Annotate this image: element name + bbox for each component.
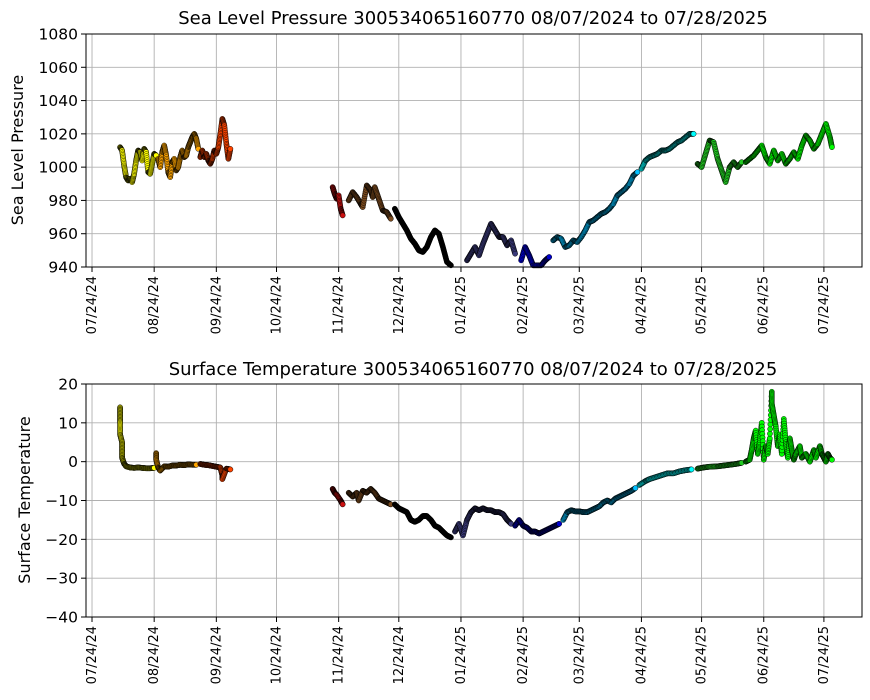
- x-tick-label: 11/24/24: [332, 626, 347, 684]
- x-tick-label: 03/24/25: [572, 276, 587, 334]
- y-tick-label: 980: [48, 192, 78, 210]
- chart-title: Sea Level Pressure 300534065160770 08/07…: [178, 8, 768, 29]
- x-tick-label: 06/24/25: [757, 276, 772, 334]
- x-tick-label: 05/24/25: [695, 276, 710, 334]
- x-tick-label: 06/24/25: [757, 626, 772, 684]
- y-tick-label: −40: [45, 609, 78, 627]
- y-tick-label: 1080: [39, 26, 78, 44]
- x-tick-label: 07/24/25: [817, 626, 832, 684]
- x-tick-label: 10/24/24: [269, 276, 284, 334]
- data-point: [767, 421, 774, 428]
- data-point: [227, 466, 234, 473]
- x-tick-label: 08/24/24: [147, 626, 162, 684]
- x-tick-label: 07/24/25: [817, 276, 832, 334]
- y-tick-label: 1020: [39, 125, 78, 143]
- data-point: [339, 501, 346, 508]
- y-tick-label: 20: [58, 376, 78, 394]
- x-tick-label: 02/24/25: [516, 626, 531, 684]
- x-tick-label: 01/24/25: [454, 276, 469, 334]
- data-point: [829, 144, 835, 150]
- data-point: [512, 250, 518, 257]
- x-tick-label: 07/24/24: [85, 626, 100, 684]
- y-tick-label: 1060: [39, 59, 78, 77]
- plot-area-frame: [85, 33, 863, 268]
- y-tick-label: 960: [48, 225, 78, 243]
- data-point: [690, 131, 697, 137]
- x-tick-label: 05/24/25: [695, 626, 710, 684]
- x-tick-label: 12/24/24: [392, 626, 407, 684]
- x-tick-label: 01/24/25: [454, 626, 469, 684]
- x-tick-label: 12/24/24: [392, 276, 407, 334]
- x-tick-label: 10/24/24: [269, 626, 284, 684]
- x-tick-label: 07/24/24: [85, 276, 100, 334]
- y-axis-label: Sea Level Pressure: [8, 75, 27, 226]
- y-tick-label: −20: [45, 531, 78, 549]
- y-tick-label: 1040: [39, 92, 78, 110]
- y-tick-label: 1000: [39, 159, 78, 177]
- x-tick-label: 02/24/25: [516, 276, 531, 334]
- data-point: [556, 520, 563, 527]
- x-tick-label: 03/24/25: [572, 626, 587, 684]
- x-tick-label: 09/24/24: [209, 626, 224, 684]
- y-tick-label: 940: [48, 259, 78, 277]
- y-tick-label: 0: [68, 453, 78, 471]
- y-tick-label: 10: [58, 414, 78, 432]
- data-point: [767, 426, 773, 432]
- surface-temperature-plot: Surface Temperature 300534065160770 08/0…: [15, 359, 863, 684]
- data-point: [767, 430, 773, 437]
- x-tick-label: 04/24/25: [634, 276, 649, 334]
- data-point: [339, 212, 346, 219]
- data-point: [829, 456, 835, 463]
- data-point: [766, 435, 773, 442]
- sea-level-pressure-plot: Sea Level Pressure 300534065160770 08/07…: [8, 8, 863, 334]
- data-point: [634, 169, 641, 175]
- chart-title: Surface Temperature 300534065160770 08/0…: [169, 359, 778, 380]
- data-point: [632, 485, 639, 491]
- y-tick-label: −10: [45, 492, 78, 510]
- x-tick-label: 11/24/24: [332, 276, 347, 334]
- data-point: [448, 534, 454, 541]
- data-point: [227, 146, 234, 152]
- y-axis-label: Surface Temperature: [15, 416, 34, 583]
- x-tick-label: 04/24/25: [634, 626, 649, 684]
- x-tick-label: 08/24/24: [147, 276, 162, 334]
- y-tick-label: −30: [45, 570, 78, 588]
- data-point: [688, 466, 695, 473]
- data-point: [387, 215, 394, 222]
- x-tick-label: 09/24/24: [209, 276, 224, 334]
- data-point: [546, 254, 553, 260]
